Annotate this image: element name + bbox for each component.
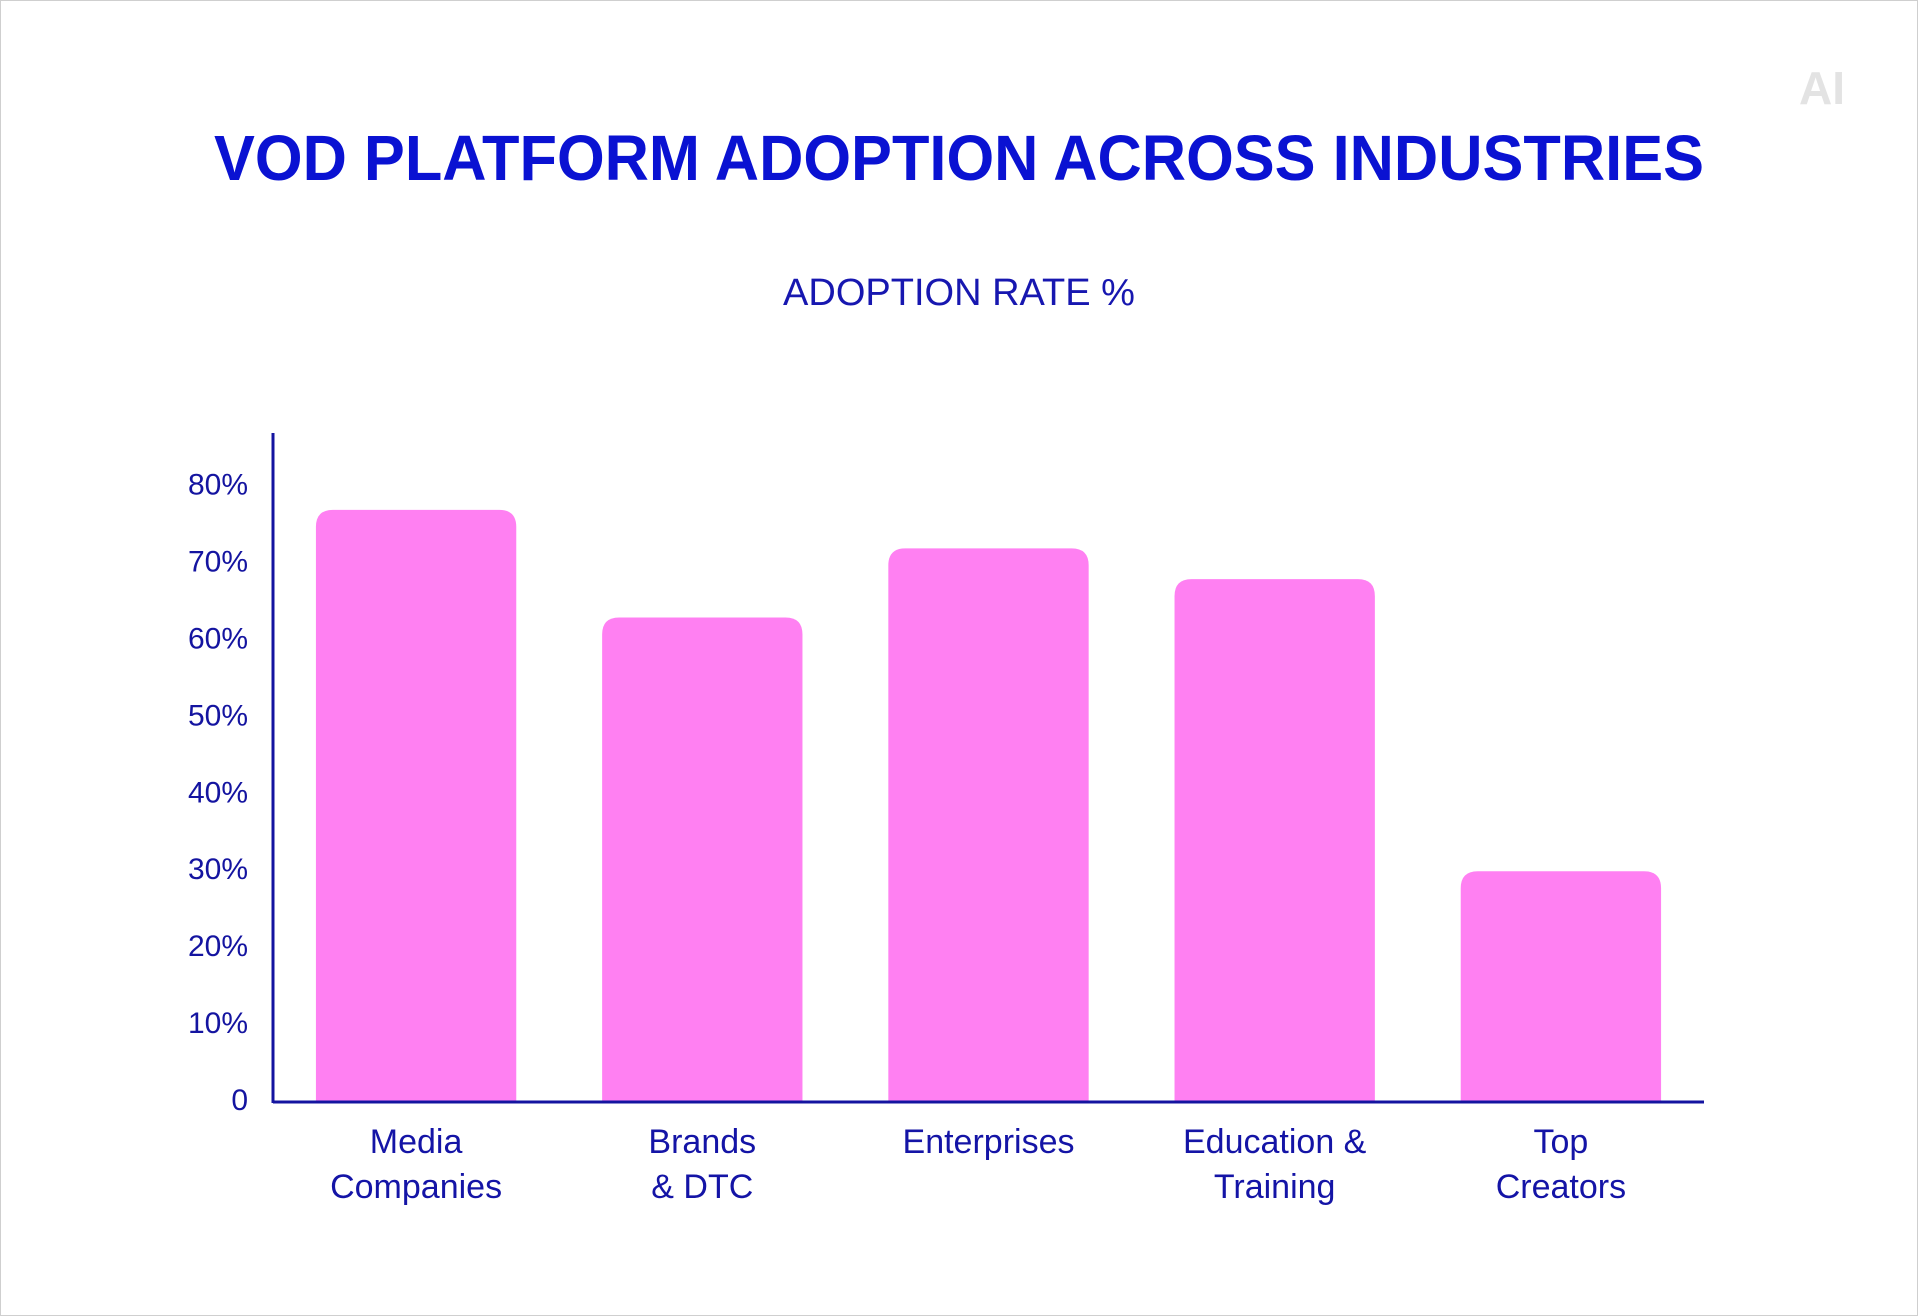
- bar: [888, 548, 1089, 1102]
- y-tick-label: 60%: [188, 623, 248, 656]
- y-tick-label: 20%: [188, 930, 248, 963]
- x-tick-label: Top Creators: [1495, 1123, 1627, 1206]
- x-tick-label: Enterprises: [902, 1123, 1075, 1161]
- y-tick-label: 10%: [188, 1007, 248, 1040]
- x-tick-label: Education & Training: [1183, 1123, 1367, 1206]
- y-tick-label: 40%: [188, 776, 248, 809]
- watermark: AI: [1799, 62, 1845, 114]
- y-tick-label: 80%: [188, 469, 248, 502]
- bar: [602, 617, 803, 1102]
- y-tick-label: 0: [231, 1084, 248, 1117]
- bar: [1174, 579, 1375, 1102]
- y-tick-label: 70%: [188, 546, 248, 579]
- bar: [1460, 871, 1662, 1102]
- chart-title: VOD PLATFORM ADOPTION ACROSS INDUSTRIES: [214, 122, 1704, 194]
- x-tick-label: Brands & DTC: [648, 1123, 757, 1206]
- chart-subtitle: ADOPTION RATE %: [783, 272, 1135, 314]
- bar: [315, 509, 517, 1102]
- y-tick-label: 30%: [188, 853, 248, 886]
- x-tick-label: Media Companies: [330, 1123, 503, 1206]
- y-tick-label: 50%: [188, 699, 248, 732]
